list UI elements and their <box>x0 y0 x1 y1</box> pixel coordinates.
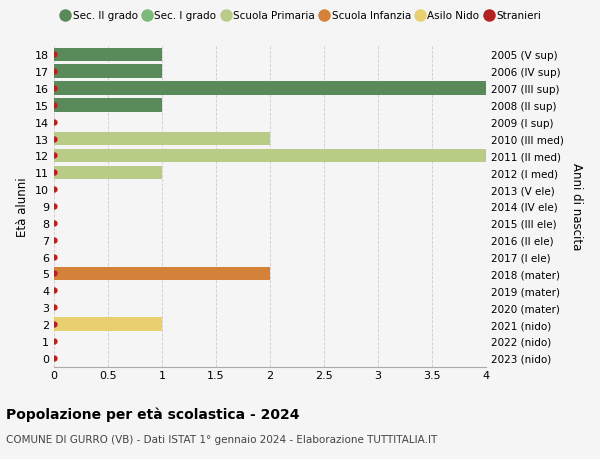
Bar <box>54 133 270 146</box>
Bar <box>54 99 162 112</box>
Bar <box>54 149 486 163</box>
Legend: Sec. II grado, Sec. I grado, Scuola Primaria, Scuola Infanzia, Asilo Nido, Stran: Sec. II grado, Sec. I grado, Scuola Prim… <box>59 9 543 23</box>
Bar <box>54 267 270 280</box>
Bar <box>54 82 486 95</box>
Bar <box>54 65 162 78</box>
Y-axis label: Età alunni: Età alunni <box>16 177 29 236</box>
Bar <box>54 166 162 179</box>
Text: COMUNE DI GURRO (VB) - Dati ISTAT 1° gennaio 2024 - Elaborazione TUTTITALIA.IT: COMUNE DI GURRO (VB) - Dati ISTAT 1° gen… <box>6 434 437 444</box>
Text: Popolazione per età scolastica - 2024: Popolazione per età scolastica - 2024 <box>6 406 299 421</box>
Y-axis label: Anni di nascita: Anni di nascita <box>570 163 583 250</box>
Bar <box>54 48 162 62</box>
Bar <box>54 318 162 331</box>
